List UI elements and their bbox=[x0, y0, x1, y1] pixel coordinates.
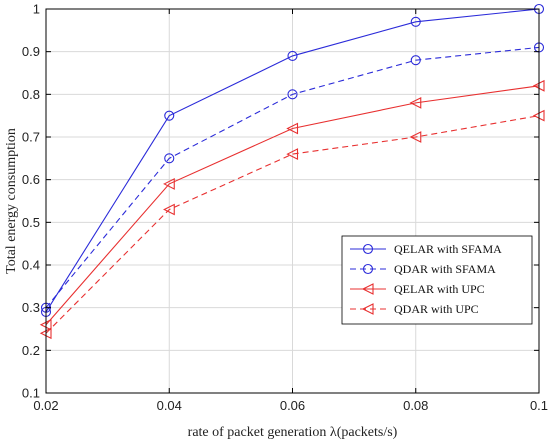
y-tick-label: 1 bbox=[33, 2, 40, 17]
data-point bbox=[164, 153, 175, 164]
data-point bbox=[287, 89, 298, 100]
x-tick-label: 0.08 bbox=[403, 398, 428, 413]
data-point bbox=[286, 148, 299, 160]
y-tick-label: 0.4 bbox=[22, 258, 40, 273]
x-tick-label: 0.06 bbox=[280, 398, 305, 413]
y-tick-label: 0.9 bbox=[22, 44, 40, 59]
y-axis-label: Total energy consumption bbox=[4, 128, 19, 274]
y-tick-label: 0.3 bbox=[22, 300, 40, 315]
x-tick-label: 0.02 bbox=[33, 398, 58, 413]
legend-label: QELAR with SFAMA bbox=[394, 242, 502, 256]
series-line bbox=[45, 85, 540, 326]
y-tick-label: 0.2 bbox=[22, 343, 40, 358]
grid bbox=[45, 8, 540, 394]
legend-label: QDAR with UPC bbox=[394, 302, 479, 316]
legend-marker bbox=[362, 243, 374, 255]
y-tick-label: 0.8 bbox=[22, 87, 40, 102]
legend-marker bbox=[361, 303, 374, 315]
x-tick-label: 0.1 bbox=[530, 398, 548, 413]
legend-marker bbox=[362, 263, 374, 275]
data-point bbox=[409, 131, 422, 143]
series-line bbox=[45, 115, 540, 334]
data-point bbox=[410, 55, 421, 66]
y-tick-label: 0.1 bbox=[22, 386, 40, 401]
legend-label: QELAR with UPC bbox=[394, 282, 485, 296]
series-line bbox=[45, 8, 540, 313]
legend-label: QDAR with SFAMA bbox=[394, 262, 496, 276]
data-point bbox=[287, 50, 298, 61]
data-point bbox=[164, 110, 175, 121]
data-point bbox=[410, 16, 421, 27]
data-point bbox=[163, 203, 175, 216]
series-3 bbox=[39, 79, 545, 331]
series-layer bbox=[39, 3, 545, 340]
data-point bbox=[286, 122, 299, 135]
series-line bbox=[45, 46, 540, 309]
y-tick-label: 0.7 bbox=[22, 130, 40, 145]
data-point bbox=[409, 96, 422, 109]
y-tick-label: 0.5 bbox=[22, 215, 40, 230]
legend: QELAR with SFAMA QDAR with SFAMA QELAR wit… bbox=[341, 235, 533, 325]
x-axis-label: rate of packet generation λ(packets/s) bbox=[188, 425, 398, 440]
x-tick-label: 0.04 bbox=[157, 398, 182, 413]
tick-labels: 0.02 0.04 0.06 0.08 0.1 0.1 0.2 0.3 0.4 0.5 0.6 0.7… bbox=[22, 2, 548, 414]
y-tick-label: 0.6 bbox=[22, 172, 40, 187]
legend-marker bbox=[361, 283, 374, 295]
data-point bbox=[163, 178, 175, 190]
